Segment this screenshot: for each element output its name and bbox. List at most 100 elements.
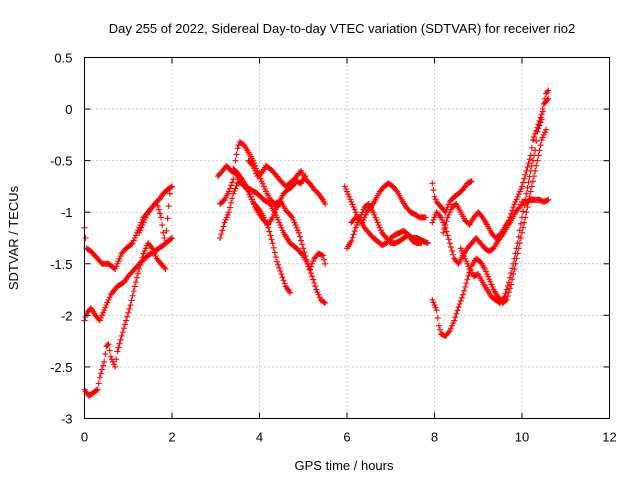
data-point	[432, 196, 439, 203]
data-point	[489, 283, 496, 290]
chart-title: Day 255 of 2022, Sidereal Day-to-day VTE…	[109, 21, 576, 36]
data-point	[505, 217, 512, 224]
data-point	[99, 366, 105, 373]
data-point	[464, 260, 471, 267]
series-arc-5	[214, 162, 329, 272]
series-arc-17	[457, 87, 552, 306]
data-point	[167, 184, 174, 191]
data-point	[270, 244, 277, 251]
data-point	[136, 265, 143, 272]
data-point	[140, 219, 147, 226]
data-point	[100, 362, 107, 369]
data-point	[452, 314, 459, 321]
data-point	[115, 258, 122, 265]
data-point	[445, 211, 452, 218]
data-point	[509, 265, 516, 272]
data-point	[358, 211, 365, 218]
data-point	[136, 229, 143, 236]
data-point	[538, 137, 545, 144]
data-point	[510, 204, 517, 211]
data-point	[521, 175, 528, 182]
data-point	[261, 186, 268, 193]
data-point	[501, 293, 508, 300]
data-point	[527, 167, 534, 174]
tick-layer: 0 2 4 6 8 10 12 -3 -2.5 -2 -1.5 -1 -0.5 0 0.5	[50, 51, 617, 445]
data-point	[478, 213, 485, 220]
data-point	[251, 201, 258, 208]
data-point	[526, 193, 533, 200]
data-point	[463, 258, 470, 265]
data-layer	[81, 87, 552, 399]
data-point	[468, 178, 475, 185]
data-point	[221, 219, 228, 226]
data-point	[150, 247, 157, 254]
data-point	[520, 208, 527, 215]
data-point	[302, 253, 309, 260]
data-point	[430, 187, 437, 194]
data-point	[303, 256, 310, 263]
data-point	[272, 254, 279, 261]
data-point	[117, 336, 124, 343]
data-point	[246, 191, 253, 198]
data-point	[485, 273, 492, 280]
data-point	[482, 268, 489, 275]
data-point	[436, 213, 443, 220]
data-point	[229, 179, 236, 186]
data-point	[153, 198, 160, 205]
data-point	[132, 232, 139, 239]
data-point	[301, 249, 308, 256]
data-point	[159, 222, 166, 229]
data-point	[106, 347, 113, 354]
series-arc-4	[136, 190, 173, 247]
data-point	[541, 129, 548, 136]
data-point	[113, 356, 120, 363]
data-point	[149, 245, 156, 252]
data-point	[247, 193, 254, 200]
data-point	[512, 198, 519, 205]
data-point	[544, 89, 551, 96]
data-point	[243, 183, 250, 190]
data-point	[226, 185, 233, 192]
data-point	[278, 271, 285, 278]
data-point	[523, 209, 530, 216]
data-point	[457, 245, 464, 252]
data-point	[125, 309, 132, 316]
data-point	[446, 209, 453, 216]
data-point	[451, 317, 458, 324]
data-point	[225, 188, 232, 195]
data-point	[228, 182, 235, 189]
data-point	[360, 206, 367, 213]
data-point	[449, 247, 455, 254]
data-point	[121, 321, 128, 328]
data-point	[101, 358, 108, 365]
data-point	[484, 271, 490, 278]
data-point	[280, 277, 287, 284]
data-point	[82, 235, 89, 241]
data-point	[131, 283, 138, 290]
data-point	[117, 253, 124, 260]
data-point	[519, 214, 525, 221]
data-point	[465, 272, 472, 279]
data-point	[432, 304, 439, 311]
data-point	[128, 297, 135, 304]
data-point	[486, 276, 493, 283]
data-point	[291, 219, 298, 226]
data-point	[510, 260, 517, 267]
data-point	[151, 250, 158, 257]
data-point	[447, 244, 454, 251]
data-point	[132, 279, 139, 286]
data-point	[230, 190, 237, 197]
data-point	[429, 180, 436, 187]
data-point	[505, 279, 512, 286]
data-point	[271, 249, 278, 256]
data-point	[106, 294, 113, 301]
data-point	[450, 251, 457, 258]
data-point	[289, 214, 296, 221]
data-point	[93, 387, 100, 394]
data-point	[526, 156, 533, 163]
data-point	[538, 111, 545, 118]
data-point	[524, 184, 531, 191]
series-arc-14	[429, 196, 552, 267]
